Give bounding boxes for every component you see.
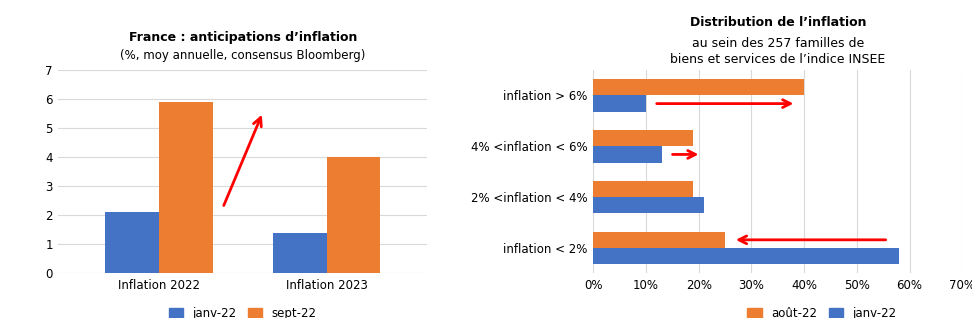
- Bar: [159, 102, 213, 273]
- Bar: [593, 79, 804, 95]
- Bar: [593, 181, 693, 197]
- Bar: [593, 95, 646, 112]
- Text: biens et services de l’indice INSEE: biens et services de l’indice INSEE: [670, 53, 885, 66]
- Bar: [327, 157, 380, 273]
- Bar: [593, 146, 662, 162]
- Bar: [593, 232, 725, 248]
- Text: au sein des 257 familles de: au sein des 257 familles de: [692, 37, 864, 50]
- Text: France : anticipations d’inflation: France : anticipations d’inflation: [128, 31, 357, 44]
- Bar: [273, 233, 327, 273]
- Bar: [593, 130, 693, 146]
- Bar: [593, 197, 704, 213]
- Text: Distribution de l’inflation: Distribution de l’inflation: [689, 16, 866, 29]
- Bar: [105, 212, 159, 273]
- Legend: août-22, janv-22: août-22, janv-22: [743, 302, 901, 318]
- Text: (%, moy annuelle, consensus Bloomberg): (%, moy annuelle, consensus Bloomberg): [121, 49, 365, 62]
- Legend: janv-22, sept-22: janv-22, sept-22: [164, 302, 322, 318]
- Bar: [593, 248, 899, 264]
